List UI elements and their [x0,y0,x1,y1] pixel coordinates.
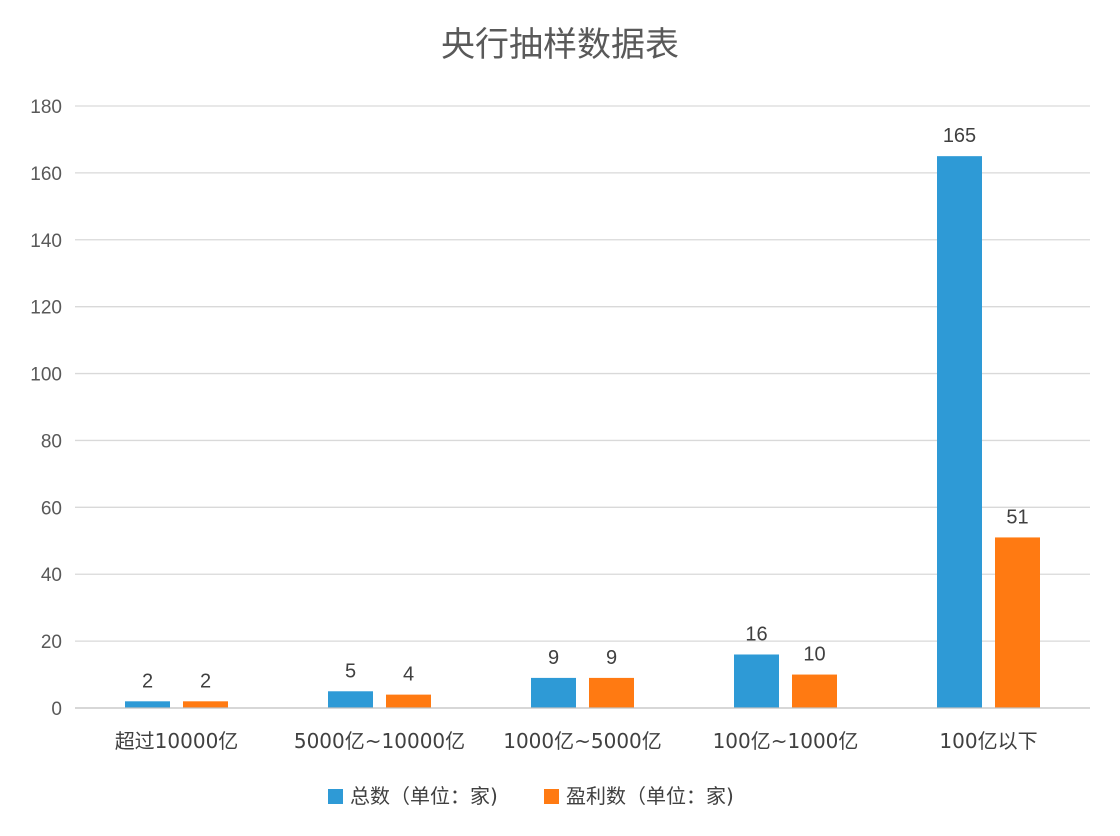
y-tick-label: 60 [41,498,62,519]
chart-title: 央行抽样数据表 [441,25,679,65]
y-tick-label: 180 [30,97,62,118]
legend-label: 总数（单位：家) [350,784,498,808]
x-category-label: 100亿~1000亿 [713,729,859,753]
y-tick-label: 0 [51,699,62,720]
data-label: 2 [200,670,211,692]
y-tick-label: 160 [30,164,62,185]
bar [328,691,373,708]
data-label: 4 [403,664,414,686]
data-label: 5 [345,660,356,682]
data-label: 10 [803,644,825,666]
bar [183,701,228,708]
bar [792,674,837,708]
x-category-label: 1000亿~5000亿 [503,729,662,753]
bar [937,156,982,708]
x-axis-categories: 超过10000亿 5000亿~10000亿 1000亿~5000亿 100亿~1000… [115,729,1038,753]
legend-swatch [328,789,343,804]
data-label: 16 [745,623,767,645]
bar [531,677,576,708]
legend-label: 盈利数（单位：家) [566,784,734,808]
data-labels: 2 2 5 4 9 9 16 10 165 51 [142,125,1029,692]
y-tick-label: 100 [30,365,62,386]
bar [734,654,779,708]
y-tick-label: 40 [41,565,62,586]
legend-swatch [544,789,559,804]
data-label: 51 [1006,506,1028,528]
y-tick-label: 80 [41,431,62,452]
x-category-label: 5000亿~10000亿 [294,729,465,753]
data-label: 9 [606,647,617,669]
bar [995,537,1040,708]
y-axis-ticks: 0 20 40 60 80 100 120 140 160 180 [30,97,62,720]
bar [386,694,431,708]
data-label: 9 [548,647,559,669]
bar [589,677,634,708]
data-label: 165 [943,125,976,147]
data-label: 2 [142,670,153,692]
bar [125,701,170,708]
x-category-label: 超过10000亿 [115,729,239,753]
y-tick-label: 120 [30,298,62,319]
grid-lines [75,105,1090,642]
y-tick-label: 20 [41,632,62,653]
x-category-label: 100亿以下 [939,729,1037,753]
legend: 总数（单位：家) 盈利数（单位：家) [328,784,734,808]
y-tick-label: 140 [30,231,62,252]
bars [125,156,1040,708]
